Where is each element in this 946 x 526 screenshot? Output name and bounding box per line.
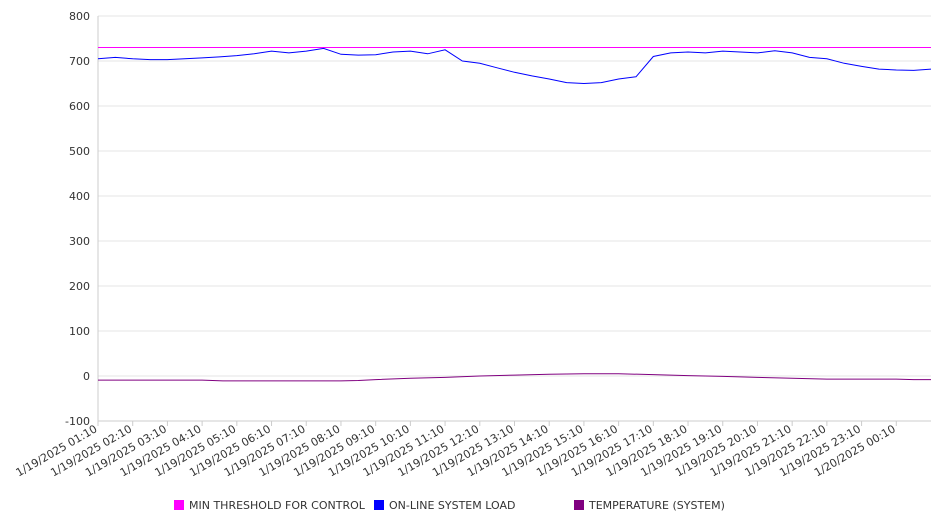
y-tick-label: 0	[83, 370, 90, 383]
legend-swatch-min-threshold	[174, 500, 184, 510]
y-tick-label: 500	[69, 145, 90, 158]
legend-item-temperature[interactable]: TEMPERATURE (SYSTEM)	[574, 497, 725, 513]
y-tick-label: -100	[65, 415, 90, 428]
series-lines	[97, 47, 932, 382]
legend-swatch-temperature	[574, 500, 584, 510]
temperature-line	[98, 373, 931, 382]
legend-item-system-load[interactable]: ON-LINE SYSTEM LOAD	[374, 497, 515, 513]
x-tick-labels: 1/19/2025 01:101/19/2025 02:101/19/2025 …	[14, 422, 898, 479]
legend-label-min-threshold: MIN THRESHOLD FOR CONTROL	[189, 498, 365, 512]
y-tick-label: 200	[69, 280, 90, 293]
legend: MIN THRESHOLD FOR CONTROL ON-LINE SYSTEM…	[0, 497, 946, 515]
y-tick-labels: 800 700 600 500 400 300 200 100 0 -100	[65, 10, 90, 428]
legend-item-min-threshold[interactable]: MIN THRESHOLD FOR CONTROL	[174, 497, 365, 513]
y-tick-label: 300	[69, 235, 90, 248]
y-tick-label: 700	[69, 55, 90, 68]
y-tick-label: 800	[69, 10, 90, 23]
legend-label-temperature: TEMPERATURE (SYSTEM)	[589, 498, 725, 512]
y-tick-label: 600	[69, 100, 90, 113]
system-load-line	[97, 47, 932, 85]
axes	[97, 16, 931, 426]
y-tick-label: 400	[69, 190, 90, 203]
legend-swatch-system-load	[374, 500, 384, 510]
legend-label-system-load: ON-LINE SYSTEM LOAD	[389, 498, 516, 512]
grid-lines	[98, 15, 931, 422]
y-tick-label: 100	[69, 325, 90, 338]
